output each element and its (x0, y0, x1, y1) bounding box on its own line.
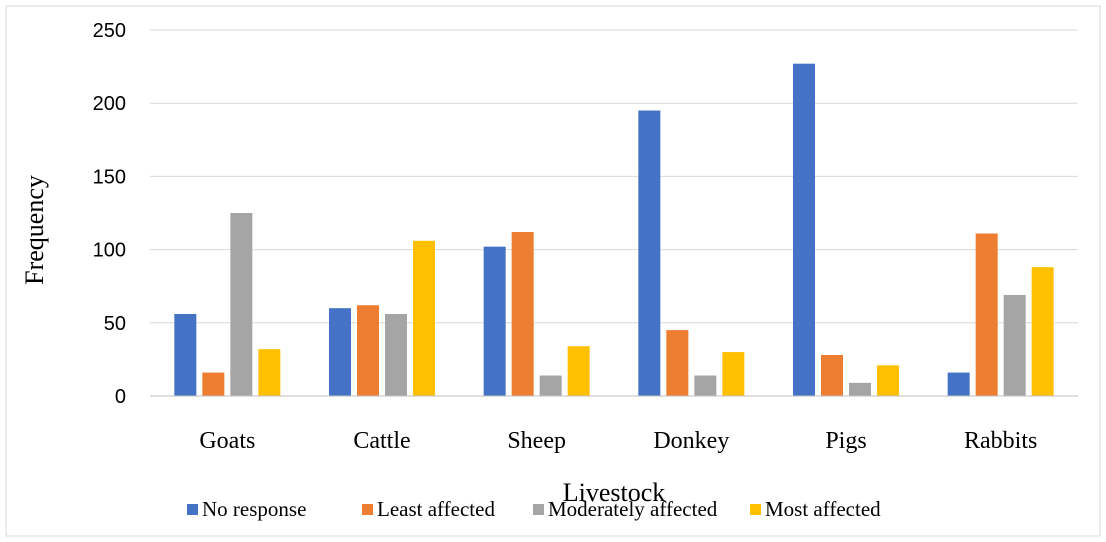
gridlines (150, 29, 1078, 324)
legend-label: Least affected (377, 497, 495, 521)
legend-swatch (362, 504, 373, 515)
x-tick-label: Goats (199, 428, 255, 454)
bar-rabbits-3 (1031, 267, 1054, 396)
bar-pigs-2 (849, 382, 871, 396)
bar-cattle-1 (357, 305, 379, 396)
bar-goats-2 (230, 213, 253, 396)
bar-sheep-1 (511, 232, 534, 396)
legend-label: Moderately affected (548, 497, 718, 521)
bar-pigs-1 (821, 355, 843, 396)
bar-cattle-3 (413, 240, 435, 396)
x-tick-label: Cattle (353, 428, 410, 454)
bar-donkey-0 (638, 110, 661, 397)
bar-sheep-3 (567, 346, 590, 396)
bar-rabbits-1 (975, 233, 998, 396)
y-axis-title: Frequency (20, 175, 49, 285)
bar-rabbits-0 (947, 372, 970, 396)
bar-donkey-1 (666, 330, 689, 396)
x-axis-categories: Goats Cattle Sheep Donkey Pigs Rabbits (199, 428, 1037, 454)
bar-pigs-0 (793, 63, 815, 397)
y-axis-ticks: 0 50 100 150 200 250 (93, 20, 126, 408)
bar-sheep-2 (539, 375, 562, 396)
y-tick-label: 200 (93, 93, 126, 115)
bar-goats-3 (258, 349, 281, 396)
y-tick-label: 150 (93, 166, 126, 188)
bars (174, 63, 1054, 397)
legend-swatch (187, 504, 198, 515)
bar-donkey-3 (722, 352, 745, 396)
chart-border (5, 5, 1101, 537)
bar-pigs-3 (877, 365, 899, 396)
bar-cattle-0 (329, 308, 351, 396)
y-tick-label: 100 (93, 240, 126, 262)
legend: No response Least affected Moderately affe… (187, 497, 881, 521)
bar-cattle-2 (385, 314, 407, 396)
legend-label: Most affected (765, 497, 881, 521)
x-tick-label: Rabbits (964, 428, 1037, 454)
y-tick-label: 50 (104, 313, 126, 335)
bar-donkey-2 (694, 375, 717, 396)
y-tick-label: 0 (115, 386, 126, 408)
x-tick-label: Pigs (825, 428, 866, 454)
bar-rabbits-2 (1003, 294, 1026, 396)
legend-swatch (533, 504, 544, 515)
legend-swatch (750, 504, 761, 515)
bar-goats-0 (174, 314, 197, 396)
bar-goats-1 (202, 372, 225, 396)
x-axis-title: Livestock (563, 478, 666, 507)
y-tick-label: 250 (93, 20, 126, 42)
x-tick-label: Sheep (507, 428, 566, 454)
legend-label: No response (202, 497, 306, 521)
bar-sheep-0 (483, 246, 506, 396)
x-tick-label: Donkey (653, 428, 729, 454)
